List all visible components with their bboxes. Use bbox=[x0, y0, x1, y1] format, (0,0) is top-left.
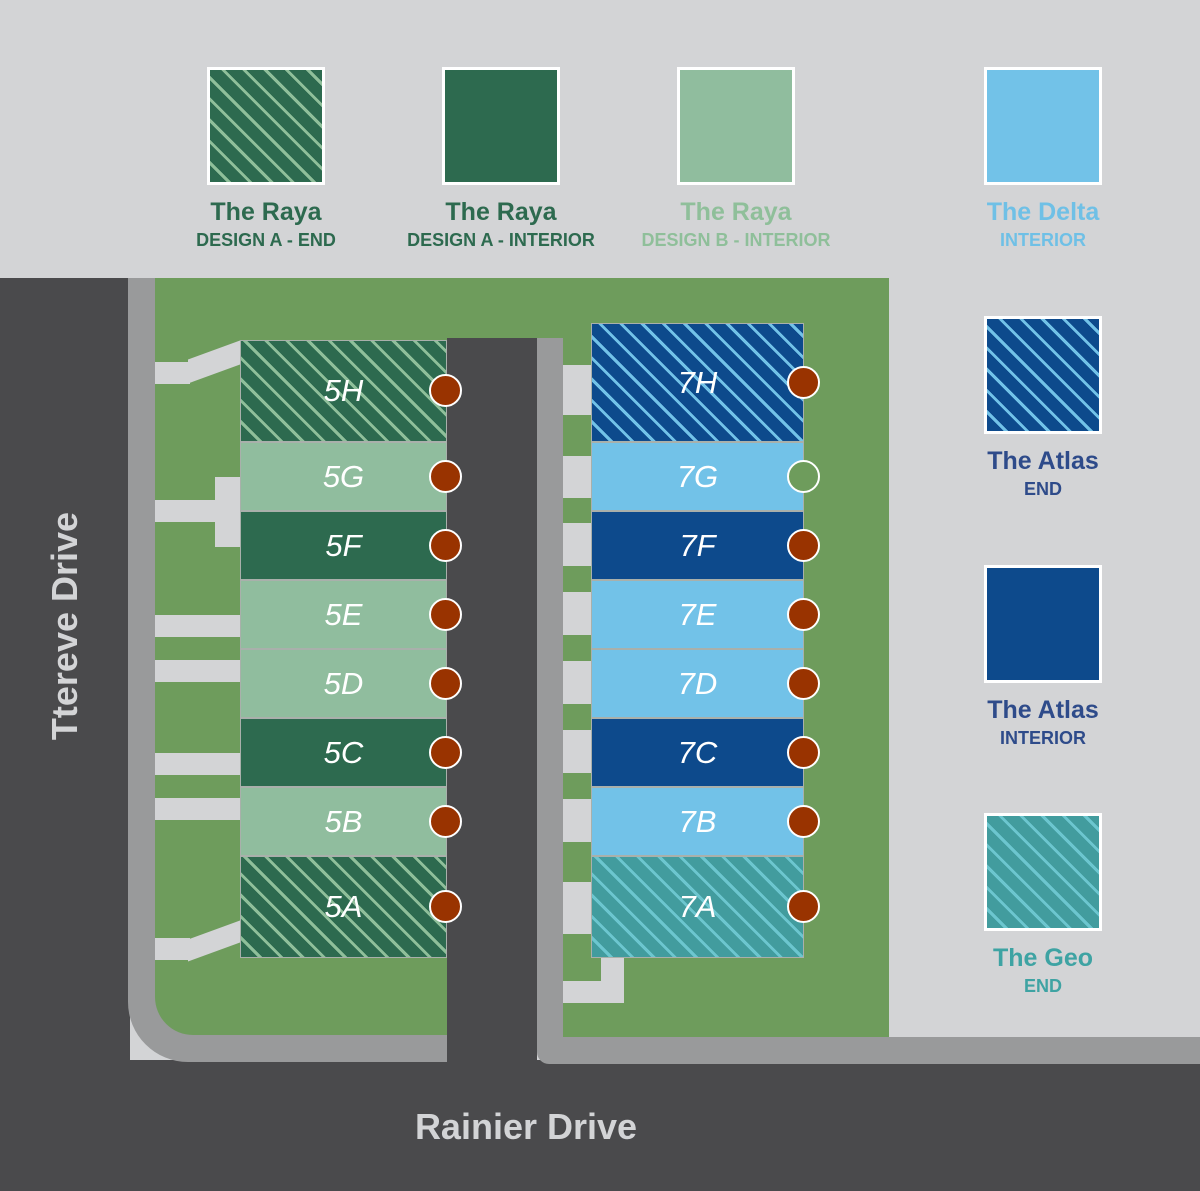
legend-title: The Atlas bbox=[987, 696, 1099, 724]
legend-title: The Delta bbox=[986, 198, 1100, 226]
unit-7d[interactable]: 7D bbox=[591, 649, 804, 718]
legend-swatch bbox=[677, 67, 795, 185]
unit-label: 5C bbox=[323, 734, 364, 770]
status-dot-sold bbox=[429, 374, 462, 407]
unit-5d[interactable]: 5D bbox=[240, 649, 447, 718]
unit-7b[interactable]: 7B bbox=[591, 787, 804, 856]
legend-swatch bbox=[984, 67, 1102, 185]
unit-5c[interactable]: 5C bbox=[240, 718, 447, 787]
status-dot-sold bbox=[429, 804, 462, 838]
unit-label: 7A bbox=[678, 889, 717, 924]
status-dot-sold bbox=[429, 597, 462, 631]
unit-label: 5H bbox=[323, 373, 364, 408]
walkway bbox=[563, 523, 591, 566]
unit-7e[interactable]: 7E bbox=[591, 580, 804, 649]
unit-5b[interactable]: 5B bbox=[240, 787, 447, 856]
walkway bbox=[155, 798, 240, 820]
legend-title: The Raya bbox=[680, 198, 792, 226]
status-dot-sold bbox=[429, 528, 462, 562]
unit-7a[interactable]: 7A bbox=[591, 856, 804, 958]
status-dot-sold bbox=[787, 597, 820, 631]
legend-subtitle: INTERIOR bbox=[999, 728, 1086, 748]
legend-title: The Raya bbox=[445, 198, 557, 226]
unit-label: 5E bbox=[324, 596, 363, 632]
legend-title: The Atlas bbox=[987, 447, 1099, 475]
walkway bbox=[215, 477, 240, 547]
walkway bbox=[563, 661, 591, 704]
road-ttereve bbox=[0, 278, 130, 1191]
unit-label: 7H bbox=[677, 364, 718, 400]
unit-label: 7E bbox=[678, 596, 717, 632]
street-label-rainier: Rainier Drive bbox=[414, 1106, 638, 1147]
legend-subtitle: DESIGN B - INTERIOR bbox=[641, 230, 831, 250]
unit-5g[interactable]: 5G bbox=[240, 442, 447, 511]
legend-title: The Geo bbox=[992, 944, 1093, 972]
status-dot-sold bbox=[429, 666, 462, 700]
legend-swatch bbox=[207, 67, 325, 185]
walkway bbox=[563, 365, 591, 415]
unit-7f[interactable]: 7F bbox=[591, 511, 804, 580]
unit-label: 7F bbox=[679, 527, 716, 563]
legend-swatch bbox=[984, 565, 1102, 683]
legend-swatch bbox=[984, 316, 1102, 434]
road-center bbox=[447, 338, 537, 1068]
unit-label: 5F bbox=[325, 527, 362, 563]
walkway bbox=[563, 730, 591, 773]
legend-subtitle: DESIGN A - END bbox=[196, 230, 336, 250]
status-dot-available bbox=[787, 459, 820, 493]
status-dot-sold bbox=[787, 528, 820, 562]
walkway bbox=[155, 753, 240, 775]
walkway bbox=[563, 592, 591, 635]
walkway bbox=[563, 799, 591, 842]
road-rainier bbox=[0, 1060, 1200, 1191]
status-dot-sold bbox=[429, 459, 462, 493]
unit-7g[interactable]: 7G bbox=[591, 442, 804, 511]
unit-label: 7G bbox=[676, 458, 719, 494]
walkway bbox=[155, 938, 190, 960]
status-dot-sold bbox=[787, 890, 820, 923]
status-dot-sold bbox=[787, 735, 820, 769]
status-dot-sold bbox=[787, 365, 820, 399]
status-dot-sold bbox=[429, 735, 462, 769]
walkway bbox=[563, 981, 624, 1003]
unit-label: 5D bbox=[323, 665, 364, 701]
status-dot-sold bbox=[787, 804, 820, 838]
legend-subtitle: INTERIOR bbox=[999, 230, 1086, 250]
unit-5e[interactable]: 5E bbox=[240, 580, 447, 649]
walkway bbox=[155, 362, 190, 384]
street-label-ttereve: Ttereve Drive bbox=[44, 511, 85, 741]
unit-label: 5G bbox=[322, 458, 365, 494]
walkway bbox=[563, 882, 591, 934]
unit-5h[interactable]: 5H bbox=[240, 340, 447, 442]
legend-swatch bbox=[442, 67, 560, 185]
status-dot-sold bbox=[787, 666, 820, 700]
unit-label: 7C bbox=[677, 734, 718, 770]
legend-subtitle: END bbox=[1023, 976, 1062, 996]
unit-label: 7D bbox=[677, 665, 718, 701]
walkway bbox=[155, 615, 240, 637]
status-dot-sold bbox=[429, 890, 462, 923]
unit-label: 7B bbox=[678, 803, 717, 839]
unit-5a[interactable]: 5A bbox=[240, 856, 447, 958]
legend-title: The Raya bbox=[210, 198, 322, 226]
unit-label: 5B bbox=[324, 803, 363, 839]
unit-5f[interactable]: 5F bbox=[240, 511, 447, 580]
legend-swatch bbox=[984, 813, 1102, 931]
legend-subtitle: DESIGN A - INTERIOR bbox=[407, 230, 595, 250]
unit-7h[interactable]: 7H bbox=[591, 323, 804, 442]
unit-label: 5A bbox=[324, 889, 363, 924]
unit-7c[interactable]: 7C bbox=[591, 718, 804, 787]
walkway bbox=[155, 660, 240, 682]
walkway bbox=[563, 456, 591, 498]
legend-subtitle: END bbox=[1023, 479, 1062, 499]
